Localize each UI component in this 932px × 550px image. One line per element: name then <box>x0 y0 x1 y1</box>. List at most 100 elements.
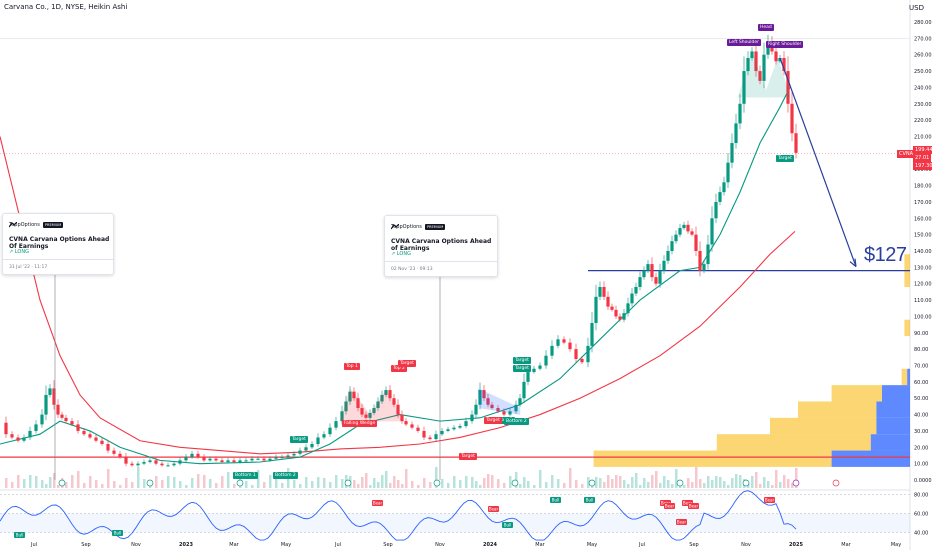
oscillator-signal: Bull <box>112 530 123 536</box>
candle-body <box>790 103 794 134</box>
idea-card-2[interactable]: ToppOptions PREMIUM CVNA Carvana Options… <box>384 215 498 277</box>
candle-body <box>396 404 400 415</box>
candle-body <box>590 322 594 346</box>
candle-body <box>754 51 758 72</box>
symbol-tag: CVNA <box>897 150 916 158</box>
volume-bar <box>655 471 658 488</box>
price-axis-tick: 40.00 <box>914 413 928 419</box>
volume-bar <box>389 483 392 488</box>
volume-bar <box>357 484 360 488</box>
volume-bar <box>5 478 8 488</box>
candle-body <box>538 365 542 369</box>
volume-bar <box>353 480 356 488</box>
price-axis-tick: 270.00 <box>914 36 932 42</box>
candle-body <box>794 133 798 153</box>
price-axis-tick: 150.00 <box>914 233 932 239</box>
candle-body <box>544 355 548 366</box>
oscillator-signal-text: Bull <box>16 533 24 538</box>
volume-bar <box>533 485 536 488</box>
oscillator-signal: Bear <box>764 497 775 503</box>
oscillator-signal: Bull <box>14 532 25 538</box>
volume-bar <box>317 477 320 488</box>
oscillator-signal-badge <box>488 506 499 512</box>
idea-card-1[interactable]: ToppOptions PREMIUM CVNA Carvana Options… <box>2 213 114 275</box>
idea-title[interactable]: CVNA Carvana Options Ahead Of Earnings <box>9 236 110 250</box>
candle-body <box>214 458 218 461</box>
volume-bar <box>731 478 734 488</box>
volume-bar <box>751 476 754 488</box>
volume-bar <box>361 477 364 488</box>
candle-body <box>650 264 654 278</box>
candle-body <box>666 251 670 261</box>
idea-title[interactable]: CVNA Carvana Options Ahead of Earnings <box>391 238 492 252</box>
volume-bar <box>335 475 338 488</box>
volume-bar <box>401 484 404 488</box>
volume-bar <box>131 482 134 488</box>
volume-bar <box>95 480 98 488</box>
idea-divider <box>3 259 113 260</box>
price-axis-tick: 60.00 <box>914 380 928 386</box>
candle-body <box>674 234 678 242</box>
candle-body <box>388 390 392 399</box>
price-axis-tick: 190.00 <box>914 167 932 173</box>
price-axis-tick: 260.00 <box>914 53 932 59</box>
candle-body <box>52 388 56 405</box>
candle-body <box>40 414 44 425</box>
candle-body <box>280 457 284 459</box>
idea-direction-label: LONG <box>14 249 29 255</box>
candle-body <box>574 349 578 359</box>
price-axis-tick: 170.00 <box>914 200 932 206</box>
volume-bar <box>227 472 230 488</box>
volume-bar <box>659 483 662 488</box>
candle-body <box>422 430 426 438</box>
price-axis-tick: 130.00 <box>914 265 932 271</box>
candle-body <box>746 57 750 72</box>
projection-line <box>779 57 857 267</box>
last-price-tag: 199.44 <box>913 146 932 154</box>
candle-body <box>490 404 494 409</box>
time-axis-tick: May <box>891 542 901 548</box>
candle-body <box>16 437 20 441</box>
candle-body <box>70 421 74 425</box>
candle-body <box>118 453 122 458</box>
candle-body <box>106 444 110 451</box>
oscillator-signal-text: Bear <box>665 504 675 509</box>
price-axis-tick: 20.00 <box>914 445 928 451</box>
price-axis-tick: 110.00 <box>914 298 932 304</box>
volume-bar <box>365 473 368 488</box>
candle-body <box>400 414 404 422</box>
candle-body <box>328 427 332 435</box>
oscillator-axis-tick: 60.00 <box>914 512 928 518</box>
volume-bar <box>221 476 224 488</box>
candle-body <box>694 234 698 251</box>
volume-profile-up <box>904 319 910 337</box>
candle-body <box>232 460 236 463</box>
volume-bar <box>71 475 74 488</box>
oscillator-signal-text: Bear <box>765 498 775 503</box>
volume-bar <box>695 467 698 488</box>
volume-bar <box>569 468 572 488</box>
volume-bar <box>763 477 766 488</box>
candle-body <box>384 390 388 395</box>
volume-bar <box>783 475 786 488</box>
volume-bar <box>791 483 794 488</box>
volume-bar <box>185 485 188 488</box>
candle-body <box>730 143 734 163</box>
candle-body <box>256 458 260 460</box>
brand-logo-icon <box>9 222 17 228</box>
symbol-header: Carvana Co., 1D, NYSE, Heikin Ashi <box>4 3 128 11</box>
candle-body <box>316 437 320 445</box>
candle-body <box>380 394 384 402</box>
volume-bar <box>45 484 48 488</box>
candle-body <box>416 427 420 431</box>
volume-bar <box>263 482 266 488</box>
candle-body <box>208 458 212 461</box>
candle-body <box>626 303 630 314</box>
earnings-marker-icon <box>58 479 66 487</box>
candle-body <box>714 201 718 219</box>
candle-body <box>298 450 302 454</box>
candle-body <box>618 316 622 320</box>
oscillator-signal-badge <box>550 497 561 503</box>
price-axis-tick: 0.0000 <box>914 478 932 484</box>
